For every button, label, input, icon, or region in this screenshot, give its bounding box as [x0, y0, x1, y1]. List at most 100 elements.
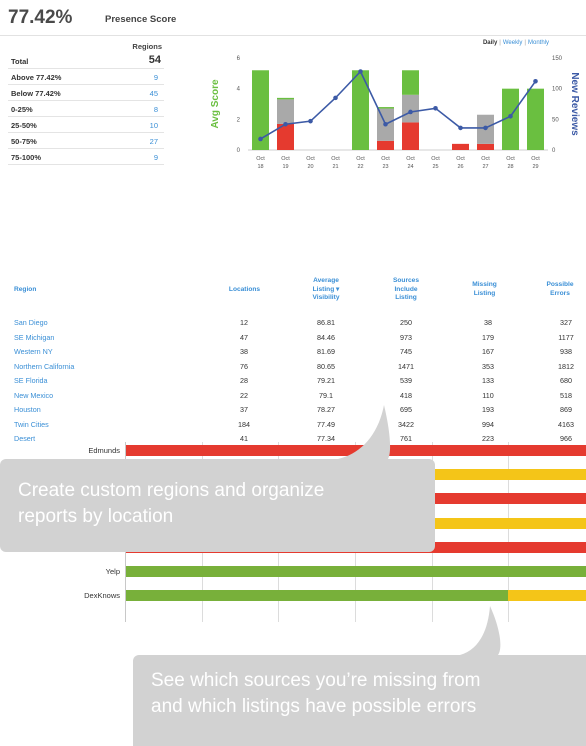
column-header-locations[interactable]: Locations: [217, 286, 272, 326]
source-bar-red[interactable]: [434, 493, 586, 505]
column-header-missing[interactable]: Missing Listing: [457, 281, 512, 321]
cell-sources: 418: [400, 390, 412, 400]
cell-locations: 41: [240, 434, 248, 443]
cell-sources: 745: [400, 347, 412, 356]
source-label: Yelp: [105, 567, 120, 576]
summary-row-0-25[interactable]: 0-25% 8: [8, 101, 164, 117]
summary-row-link[interactable]: 27: [149, 137, 158, 146]
x-tick-label: Oct: [431, 156, 440, 162]
cell-region[interactable]: SE Michigan: [14, 332, 55, 342]
source-bar-yellow[interactable]: [434, 469, 586, 481]
reviews-point: [283, 121, 288, 127]
bar-segment-green: [502, 88, 519, 150]
cell-locations: 22: [240, 390, 248, 400]
summary-row-link[interactable]: 9: [153, 153, 158, 162]
cell-locations: 37: [240, 405, 248, 414]
column-header-visibility[interactable]: Average Listing ▾ Visibility: [296, 277, 356, 317]
cell-missing: 38: [484, 318, 492, 327]
summary-row-label: Below 77.42%: [11, 89, 61, 98]
bar-segment-green: [352, 70, 369, 150]
source-bar-green[interactable]: [126, 566, 586, 577]
summary-table: Regions Total 54 Above 77.42% 9 Below 77…: [8, 38, 164, 165]
cell-sources: 973: [400, 332, 412, 342]
summary-row-link[interactable]: 9: [153, 73, 158, 82]
cell-sources: 695: [400, 405, 412, 414]
x-tick-label: Oct: [256, 156, 265, 162]
summary-row-link[interactable]: 45: [149, 89, 158, 98]
callout-line: and which listings have possible errors: [151, 696, 477, 717]
summary-row-link[interactable]: 8: [153, 105, 158, 114]
cell-errors: 966: [560, 434, 572, 443]
presence-score-value: 77.42%: [8, 7, 73, 28]
gridline: [508, 442, 509, 622]
source-bar-yellow[interactable]: [434, 517, 586, 529]
reviews-point: [408, 109, 413, 115]
cell-region[interactable]: Desert: [14, 434, 36, 443]
y-tick-label: 0: [237, 148, 241, 154]
cell-locations: 38: [240, 347, 248, 356]
cell-missing: 179: [482, 332, 494, 342]
summary-row-below[interactable]: Below 77.42% 45: [8, 85, 164, 101]
cell-errors: 869: [560, 405, 572, 414]
cell-missing: 193: [482, 405, 494, 414]
summary-row-link[interactable]: 10: [149, 121, 158, 130]
x-tick-label: Oct: [481, 156, 490, 162]
x-tick-label: 20: [307, 164, 313, 170]
summary-row-above[interactable]: Above 77.42% 9: [8, 69, 164, 85]
column-header-sources[interactable]: Sources Include Listing: [376, 277, 436, 317]
header-text: Region: [14, 286, 37, 293]
toggle-separator: |: [524, 40, 526, 46]
cell-missing: 223: [482, 434, 494, 443]
cell-errors: 938: [560, 347, 572, 356]
cell-region[interactable]: San Diego: [14, 318, 48, 327]
summary-row-75-100[interactable]: 75-100% 9: [8, 149, 164, 165]
reviews-point: [508, 113, 513, 119]
column-header-errors[interactable]: Possible Errors: [535, 281, 585, 321]
table-row: SE Florida 28 79.21 539 133 680: [0, 373, 586, 388]
y2-tick-label: 150: [552, 56, 563, 62]
x-tick-label: 27: [482, 164, 488, 170]
bar-segment-red: [377, 140, 394, 150]
cell-visibility: 84.46: [317, 332, 335, 342]
cell-region[interactable]: New Mexico: [14, 390, 54, 400]
cell-errors: 1812: [558, 361, 574, 371]
source-bar-red[interactable]: [126, 445, 586, 456]
cell-locations: 47: [240, 332, 248, 342]
summary-row-label: 50-75%: [11, 137, 37, 146]
cell-region[interactable]: SE Florida: [14, 376, 48, 385]
toggle-daily[interactable]: Daily: [482, 40, 498, 46]
cell-region[interactable]: Northern California: [14, 361, 75, 371]
reviews-line: [260, 70, 537, 140]
table-row: Desert 41 77.34 761 223 966: [0, 431, 586, 446]
header-line: Listing: [473, 289, 496, 297]
source-bar-green[interactable]: [126, 590, 508, 602]
header-line: Missing: [472, 281, 497, 288]
x-tick-label: Oct: [456, 156, 465, 162]
cell-region[interactable]: Houston: [14, 405, 41, 414]
summary-header: Regions: [8, 38, 164, 53]
toggle-weekly[interactable]: Weekly: [502, 40, 523, 46]
x-tick-label: Oct: [356, 156, 365, 162]
header-line: Include: [394, 285, 418, 293]
x-tick-label: 25: [432, 164, 438, 170]
toggle-monthly[interactable]: Monthly: [527, 40, 549, 46]
toggle-separator: |: [499, 40, 501, 46]
cell-region[interactable]: Western NY: [14, 347, 53, 356]
x-tick-label: 26: [457, 164, 463, 170]
cell-sources: 539: [400, 376, 412, 385]
source-label: Edmunds: [88, 446, 120, 455]
summary-row-label: 0-25%: [11, 105, 33, 114]
cell-sources: 761: [400, 434, 412, 443]
column-header-region[interactable]: Region: [14, 286, 74, 326]
x-tick-label: Oct: [531, 156, 540, 162]
bar-segment-red: [277, 123, 294, 150]
summary-row-25-50[interactable]: 25-50% 10: [8, 117, 164, 133]
summary-row-label: 25-50%: [11, 121, 37, 130]
cell-visibility: 86.81: [317, 318, 335, 327]
cell-region[interactable]: Twin Cities: [14, 419, 49, 429]
summary-row-50-75[interactable]: 50-75% 27: [8, 133, 164, 149]
y-tick-label: 6: [237, 56, 241, 62]
source-bar-yellow[interactable]: [507, 590, 586, 602]
source-label: DexKnows: [84, 591, 120, 601]
